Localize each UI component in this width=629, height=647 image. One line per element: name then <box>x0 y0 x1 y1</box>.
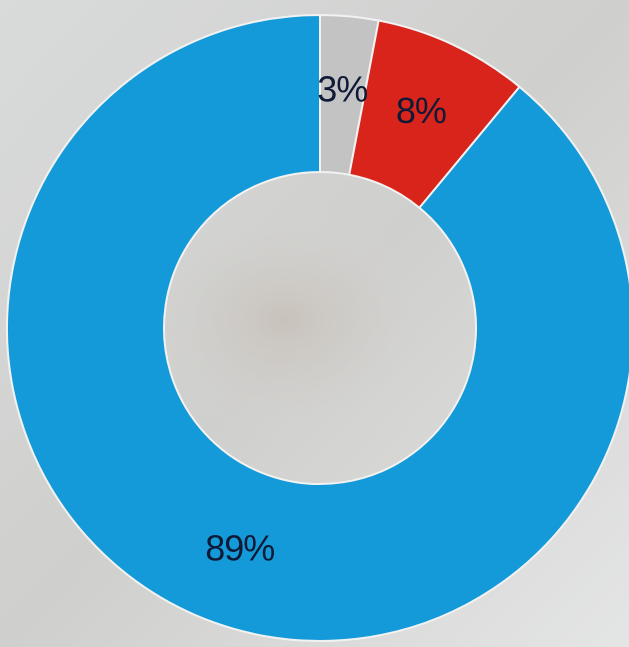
donut-segment <box>6 13 629 642</box>
value-label: 8% <box>396 90 446 131</box>
background-photo <box>140 200 460 440</box>
labels: 3% 8% 89% <box>205 69 447 569</box>
value-label: 89% <box>205 528 274 569</box>
value-label: 3% <box>317 69 367 110</box>
donut <box>6 13 629 642</box>
